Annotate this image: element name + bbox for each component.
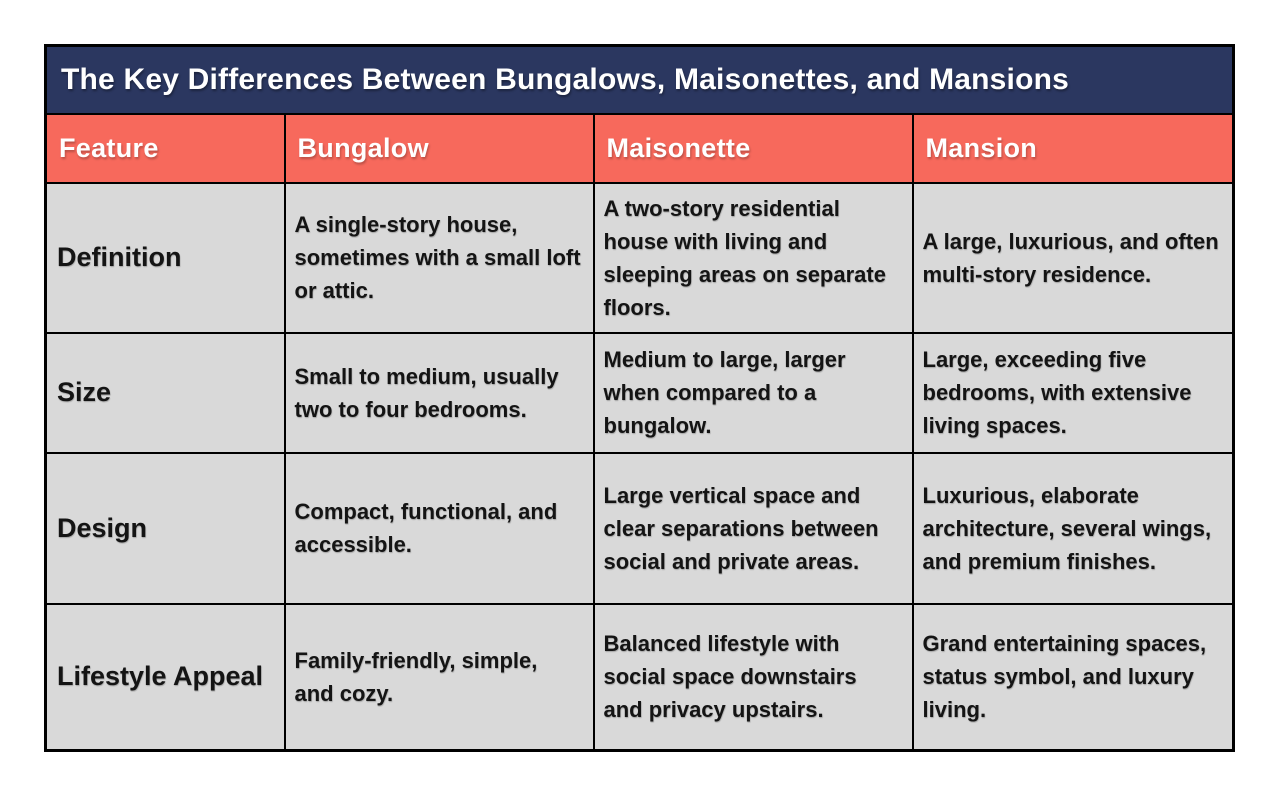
comparison-table: The Key Differences Between Bungalows, M…	[44, 44, 1236, 752]
cell-size-mansion: Large, exceeding five bedrooms, with ext…	[911, 331, 1235, 454]
row-label-lifestyle-appeal: Lifestyle Appeal	[44, 602, 286, 752]
table-row-definition: Definition A single-story house, sometim…	[44, 181, 1235, 334]
cell-size-bungalow: Small to medium, usually two to four bed…	[283, 331, 595, 454]
cell-design-mansion: Luxurious, elaborate architecture, sever…	[911, 451, 1235, 605]
header-row: Feature Bungalow Maisonette Mansion	[44, 112, 1235, 184]
cell-design-bungalow: Compact, functional, and accessible.	[283, 451, 595, 605]
column-header-feature: Feature	[44, 112, 286, 184]
column-header-maisonette: Maisonette	[592, 112, 914, 184]
cell-design-maisonette: Large vertical space and clear separatio…	[592, 451, 914, 605]
cell-definition-mansion: A large, luxurious, and often multi-stor…	[911, 181, 1235, 334]
cell-lifestyle-bungalow: Family-friendly, simple, and cozy.	[283, 602, 595, 752]
column-header-bungalow: Bungalow	[283, 112, 595, 184]
table-row-size: Size Small to medium, usually two to fou…	[44, 331, 1235, 454]
cell-definition-maisonette: A two-story residential house with livin…	[592, 181, 914, 334]
cell-lifestyle-mansion: Grand entertaining spaces, status symbol…	[911, 602, 1235, 752]
cell-size-maisonette: Medium to large, larger when compared to…	[592, 331, 914, 454]
cell-lifestyle-maisonette: Balanced lifestyle with social space dow…	[592, 602, 914, 752]
row-label-definition: Definition	[44, 181, 286, 334]
title-row: The Key Differences Between Bungalows, M…	[44, 44, 1235, 115]
cell-definition-bungalow: A single-story house, sometimes with a s…	[283, 181, 595, 334]
row-label-design: Design	[44, 451, 286, 605]
row-label-size: Size	[44, 331, 286, 454]
table-row-design: Design Compact, functional, and accessib…	[44, 451, 1235, 605]
table-title: The Key Differences Between Bungalows, M…	[44, 44, 1235, 115]
table-row-lifestyle-appeal: Lifestyle Appeal Family-friendly, simple…	[44, 602, 1235, 752]
column-header-mansion: Mansion	[911, 112, 1235, 184]
